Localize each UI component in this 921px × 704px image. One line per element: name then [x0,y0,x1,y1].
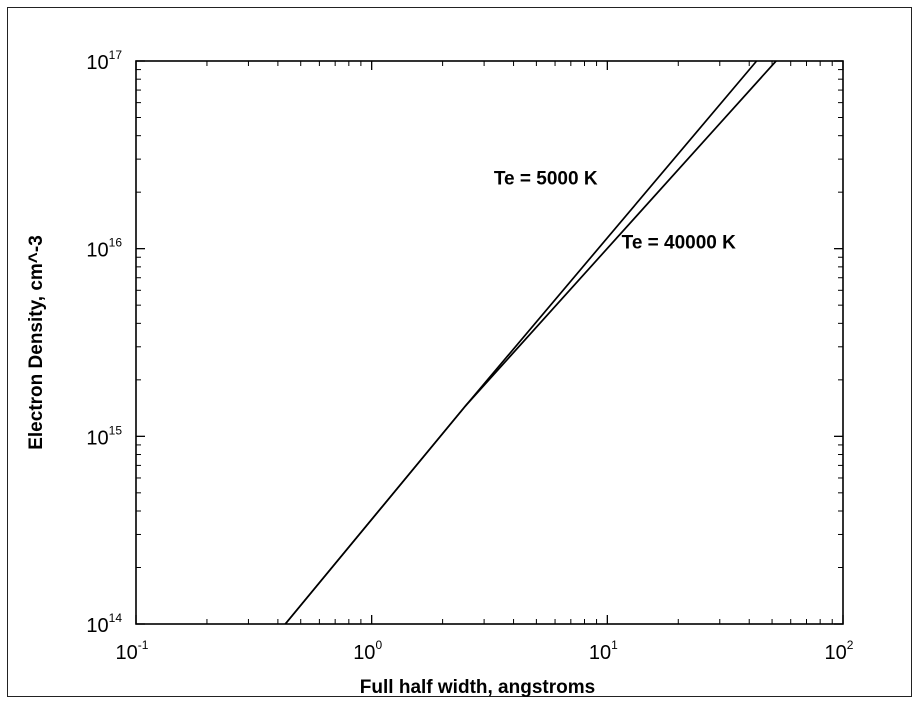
series-layer [284,60,777,625]
series-annotation-te-40000k: Te = 40000 K [622,233,737,254]
y-tick-label: 1016 [86,236,122,262]
y-tick-label: 1015 [86,423,122,449]
figure-frame [7,7,912,697]
plot-area [135,60,844,625]
series-annotation-te-5000k: Te = 5000 K [494,168,598,189]
x-tick-label: 101 [589,638,618,664]
ticks-layer [135,60,844,625]
x-axis-title: Full half width, angstroms [360,677,595,698]
x-tick-label: 102 [825,638,854,664]
y-axis-title: Electron Density, cm^-3 [26,235,47,450]
y-tick-label: 1017 [86,48,122,74]
x-tick-label: 100 [353,638,382,664]
x-tick-label: 10-1 [116,638,149,664]
series-line-te-40000k [284,60,777,625]
labels-layer: 10-1 100 101 102 1014 1015 1016 1017 Te = 5000 K… [86,48,853,664]
y-tick-label: 1014 [86,611,122,637]
